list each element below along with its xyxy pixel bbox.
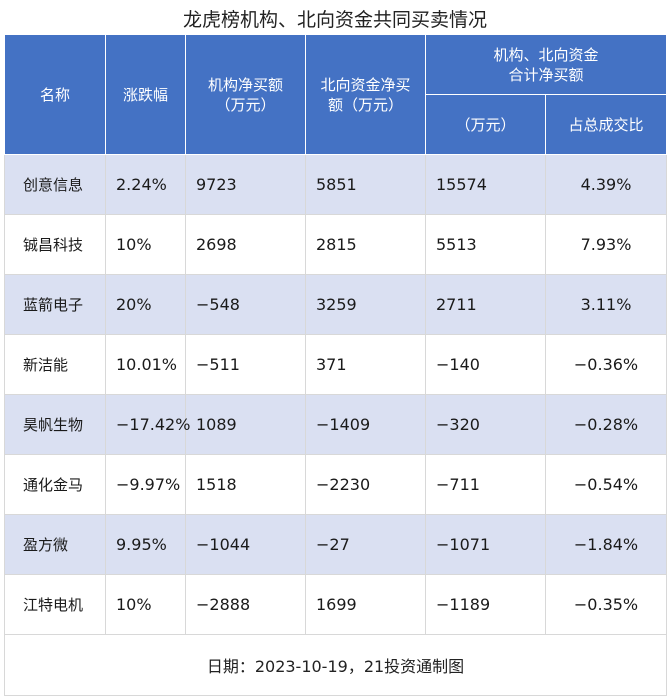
table-row: 昊帆生物 −17.42% 1089 −1409 −320 −0.28% [4,394,668,455]
cell-total: 15574 [425,154,546,215]
cell-north: 3259 [305,274,426,335]
header-combined-line2: 合计净买额 [508,65,584,84]
header-name: 名称 [4,34,106,155]
cell-change: −17.42% [105,394,190,455]
data-table: 名称 涨跌幅 机构净买额 （万元） 北向资金净买 额（万元） 机构、北向资金 合… [3,34,668,696]
header-combined: 机构、北向资金 合计净买额 [424,34,668,95]
cell-north: 1699 [305,574,426,635]
cell-name: 蓝箭电子 [4,274,106,335]
cell-name: 江特电机 [4,574,106,635]
table-body: 创意信息 2.24% 9723 5851 15574 4.39% 铖昌科技 10% 2698 28… [4,154,668,635]
table-title: 龙虎榜机构、北向资金共同买卖情况 [182,9,487,31]
cell-change: 9.95% [105,514,186,575]
cell-total: −1071 [425,514,546,575]
header-inst-line2: （万元） [215,95,276,114]
header-north-line2: 额（万元） [327,95,403,114]
header-combined-line1: 机构、北向资金 [493,45,599,64]
header-share: 占总成交比 [544,94,668,155]
cell-change: 2.24% [105,154,186,215]
cell-inst: 2698 [185,214,306,275]
cell-change: −9.97% [105,454,186,515]
cell-total: −140 [425,334,546,395]
cell-total: −711 [425,454,546,515]
cell-total: 5513 [425,214,546,275]
cell-inst: −511 [185,334,306,395]
cell-north: 371 [305,334,426,395]
cell-total: −1189 [425,574,546,635]
header-north: 北向资金净买 额（万元） [305,34,426,155]
cell-change: 10% [105,574,186,635]
cell-inst: 9723 [185,154,306,215]
table-footer: 日期：2023-10-19，21投资通制图 [3,634,668,696]
cell-inst: −548 [185,274,306,335]
cell-inst: −1044 [185,514,306,575]
table-row: 盈方微 9.95% −1044 −27 −1071 −1.84% [4,514,668,575]
cell-change: 10.01% [105,334,186,395]
cell-north: −2230 [305,454,426,515]
header-combined-unit: （万元） [425,94,546,155]
cell-name: 铖昌科技 [4,214,106,275]
table-row: 蓝箭电子 20% −548 3259 2711 3.11% [4,274,668,335]
cell-name: 创意信息 [4,154,106,215]
cell-share: 4.39% [544,154,668,215]
table-row: 创意信息 2.24% 9723 5851 15574 4.39% [4,154,668,215]
table-row: 铖昌科技 10% 2698 2815 5513 7.93% [4,214,668,275]
cell-total: −320 [425,394,546,455]
cell-name: 昊帆生物 [4,394,106,455]
cell-share: −0.28% [544,394,668,455]
table-row: 江特电机 10% −2888 1699 −1189 −0.35% [4,574,668,635]
cell-change: 10% [105,214,186,275]
footer-note: 日期：2023-10-19，21投资通制图 [3,634,668,696]
cell-share: 7.93% [544,214,668,275]
header-north-line1: 北向资金净买 [320,75,411,94]
header-inst-line1: 机构净买额 [207,75,283,94]
cell-north: −27 [305,514,426,575]
cell-name: 盈方微 [4,514,106,575]
cell-share: −0.54% [544,454,668,515]
cell-north: −1409 [305,394,426,455]
cell-inst: 1518 [185,454,306,515]
cell-inst: 1089 [185,394,306,455]
header-change: 涨跌幅 [105,34,186,155]
cell-change: 20% [105,274,186,335]
cell-north: 2815 [305,214,426,275]
table-header: 名称 涨跌幅 机构净买额 （万元） 北向资金净买 额（万元） 机构、北向资金 合… [4,34,668,155]
cell-share: −0.36% [544,334,668,395]
header-inst: 机构净买额 （万元） [185,34,306,155]
cell-share: 3.11% [544,274,668,335]
cell-name: 通化金马 [4,454,106,515]
cell-total: 2711 [425,274,546,335]
cell-share: −0.35% [544,574,668,635]
cell-name: 新洁能 [4,334,106,395]
cell-inst: −2888 [185,574,306,635]
cell-share: −1.84% [544,514,668,575]
table-row: 通化金马 −9.97% 1518 −2230 −711 −0.54% [4,454,668,515]
cell-north: 5851 [305,154,426,215]
table-row: 新洁能 10.01% −511 371 −140 −0.36% [4,334,668,395]
